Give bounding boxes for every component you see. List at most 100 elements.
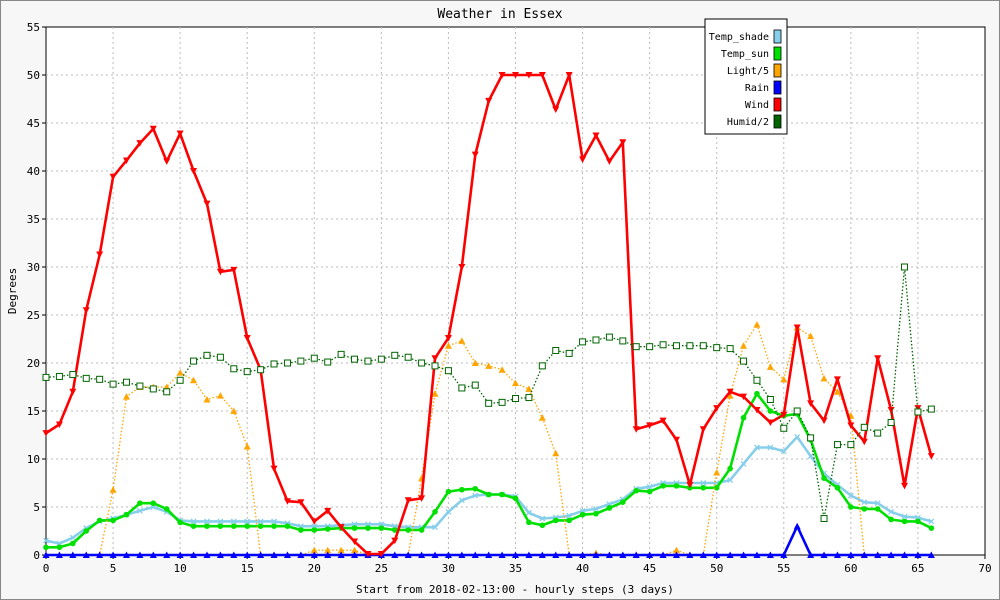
legend-swatch-temp-sun	[773, 46, 782, 61]
data-point-wind	[42, 430, 50, 437]
data-point-temp-shade	[271, 518, 278, 525]
data-point-rain	[485, 551, 493, 558]
data-point-wind	[538, 72, 546, 79]
data-point-temp-shade	[432, 524, 438, 531]
data-point-temp-sun	[83, 528, 90, 534]
data-point-temp-sun	[633, 487, 640, 494]
data-point-temp-shade	[539, 515, 546, 522]
data-point-light-5	[753, 321, 761, 328]
legend: Temp_shade Temp_sun Light/5 Rain Wind Humid/2	[704, 18, 788, 135]
data-point-rain	[592, 551, 600, 558]
data-point-rain	[552, 551, 560, 558]
data-point-wind	[176, 130, 184, 138]
data-point-humid-2	[659, 341, 667, 349]
data-point-temp-shade	[901, 513, 908, 520]
data-point-temp-sun	[606, 505, 613, 511]
data-point-temp-sun	[445, 488, 452, 495]
data-point-wind	[270, 465, 278, 473]
data-point-humid-2	[579, 338, 587, 346]
data-point-rain	[243, 551, 251, 558]
data-point-humid-2	[672, 342, 680, 350]
data-point-temp-sun	[673, 483, 680, 489]
data-point-humid-2	[444, 367, 452, 375]
data-point-wind	[351, 538, 359, 546]
data-point-wind	[780, 411, 788, 419]
data-point-rain	[444, 551, 452, 558]
data-point-humid-2	[619, 337, 627, 345]
data-point-wind	[216, 268, 224, 276]
data-point-temp-sun	[70, 540, 76, 547]
data-point-temp-shade	[700, 480, 707, 486]
data-point-humid-2	[55, 372, 63, 380]
data-point-humid-2	[69, 371, 77, 379]
data-point-temp-sun	[526, 519, 532, 526]
x-tick-label: 65	[911, 562, 924, 575]
x-tick-label: 55	[777, 562, 790, 575]
data-point-humid-2	[176, 376, 184, 384]
data-point-wind	[377, 551, 385, 558]
data-point-temp-sun	[257, 523, 264, 529]
data-point-wind	[740, 393, 748, 401]
data-point-rain	[927, 551, 935, 558]
data-point-humid-2	[190, 357, 198, 365]
data-point-wind	[713, 405, 721, 412]
data-point-wind	[592, 132, 600, 139]
data-point-wind	[619, 139, 627, 146]
data-point-rain	[753, 551, 761, 558]
data-point-temp-shade	[740, 460, 747, 467]
data-point-rain	[780, 551, 788, 558]
data-point-rain	[109, 551, 117, 558]
data-point-wind	[512, 72, 519, 79]
legend-label-temp-sun: Temp_sun	[721, 49, 769, 60]
legend-swatch-light-5	[773, 63, 782, 78]
data-point-temp-sun	[485, 491, 492, 498]
data-point-wind	[391, 537, 399, 545]
data-point-light-5	[766, 363, 774, 370]
data-point-rain	[605, 551, 613, 558]
data-point-rain	[766, 551, 774, 558]
data-point-temp-sun	[96, 517, 103, 524]
data-point-temp-sun	[177, 519, 183, 526]
data-point-rain	[619, 551, 627, 558]
data-point-temp-sun	[767, 408, 774, 414]
data-point-temp-shade	[874, 500, 881, 507]
data-point-temp-sun	[137, 500, 143, 506]
legend-box	[704, 18, 788, 135]
data-point-temp-shade	[230, 518, 237, 525]
data-point-humid-2	[216, 353, 224, 361]
data-point-wind	[498, 72, 506, 79]
series-layer	[42, 72, 935, 558]
data-point-rain	[351, 551, 359, 558]
data-point-wind	[230, 266, 238, 274]
data-point-temp-sun	[298, 527, 304, 533]
data-point-humid-2	[753, 376, 761, 384]
data-point-wind	[324, 507, 332, 515]
data-point-rain	[659, 551, 667, 558]
data-point-rain	[471, 551, 479, 558]
data-point-rain	[69, 551, 77, 558]
data-point-wind	[471, 151, 479, 159]
data-point-humid-2	[230, 365, 238, 373]
data-point-wind	[820, 417, 828, 425]
data-point-wind	[136, 140, 144, 147]
data-point-light-5	[431, 390, 439, 397]
data-point-humid-2	[847, 441, 855, 449]
data-point-rain	[324, 551, 332, 558]
data-point-humid-2	[42, 373, 50, 381]
data-point-wind	[190, 168, 198, 175]
data-point-humid-2	[552, 347, 560, 355]
data-point-temp-sun	[740, 414, 747, 421]
data-point-rain	[149, 551, 157, 558]
data-point-humid-2	[820, 515, 828, 523]
data-point-humid-2	[391, 351, 399, 359]
data-point-humid-2	[149, 385, 157, 393]
data-point-temp-sun	[405, 527, 411, 533]
data-point-humid-2	[136, 382, 144, 390]
data-point-wind	[793, 324, 801, 331]
data-point-wind	[122, 157, 130, 164]
data-point-humid-2	[270, 360, 278, 368]
data-point-rain	[96, 551, 104, 558]
legend-swatch-wind	[773, 97, 782, 112]
data-point-temp-sun	[874, 506, 881, 512]
data-point-light-5	[807, 332, 815, 340]
